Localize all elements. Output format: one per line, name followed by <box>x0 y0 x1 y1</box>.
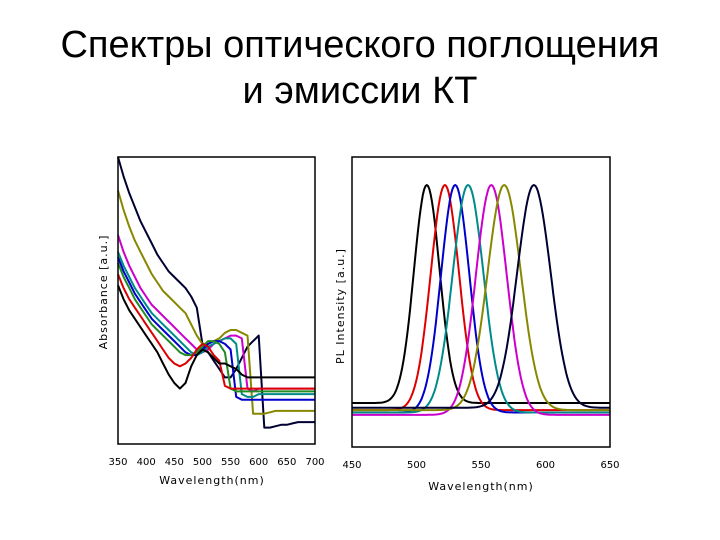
pl-x-tick-label: 600 <box>536 460 555 471</box>
slide-title-line-1: Спектры оптического поглощения <box>60 24 660 66</box>
absorption-series-7 <box>117 273 315 390</box>
absorption-x-ticks: 350 400 450 500 550 600 650 700 <box>108 457 324 468</box>
pl-x-axis-label: Wavelength(nm) <box>428 480 534 493</box>
absorption-x-tick-label: 700 <box>305 457 324 468</box>
absorption-x-tick-label: 450 <box>165 457 184 468</box>
absorption-series-4 <box>117 251 315 398</box>
absorption-x-tick-label: 600 <box>249 457 268 468</box>
absorption-plot-frame <box>117 156 316 445</box>
absorption-x-tick-label: 550 <box>221 457 240 468</box>
pl-series-2 <box>352 184 610 412</box>
absorption-x-tick-label: 350 <box>108 457 127 468</box>
absorption-x-tick-label: 400 <box>137 457 156 468</box>
pl-x-tick-label: 550 <box>471 460 490 471</box>
pl-y-axis-label: PL Intensity [a.u.] <box>334 248 347 364</box>
absorption-y-axis-label: Absorbance [a.u.] <box>97 235 110 350</box>
pl-plot-frame <box>351 156 611 448</box>
pl-series-6 <box>352 184 610 412</box>
absorption-x-tick-label: 500 <box>193 457 212 468</box>
absorption-x-axis-label: Wavelength(nm) <box>159 474 265 487</box>
pl-x-ticks: 450 500 550 600 650 <box>342 460 619 471</box>
pl-series-7 <box>352 184 610 409</box>
absorption-x-tick-label: 650 <box>277 457 296 468</box>
pl-x-tick-label: 500 <box>407 460 426 471</box>
absorption-series-8 <box>117 284 315 390</box>
pl-x-tick-label: 650 <box>600 460 619 471</box>
absorption-series-5 <box>117 257 315 401</box>
pl-x-tick-label: 450 <box>342 460 361 471</box>
absorption-series-1 <box>117 156 315 429</box>
slide-title: Спектры оптического поглощения и эмиссии… <box>0 22 720 114</box>
pl-series-5 <box>352 184 610 416</box>
absorption-chart: 350 400 450 500 550 600 650 700 Wavelength(nm) … <box>97 156 325 487</box>
absorption-series-group <box>117 156 315 429</box>
slide-title-line-2: и эмиссии КТ <box>242 70 478 112</box>
pl-series-4 <box>352 184 610 414</box>
pl-series-group <box>352 184 610 416</box>
pl-series-3 <box>352 184 610 414</box>
absorption-series-6 <box>117 262 315 393</box>
photoluminescence-chart: 450 500 550 600 650 Wavelength(nm) PL Intens… <box>334 156 620 493</box>
absorption-series-2 <box>117 190 315 415</box>
